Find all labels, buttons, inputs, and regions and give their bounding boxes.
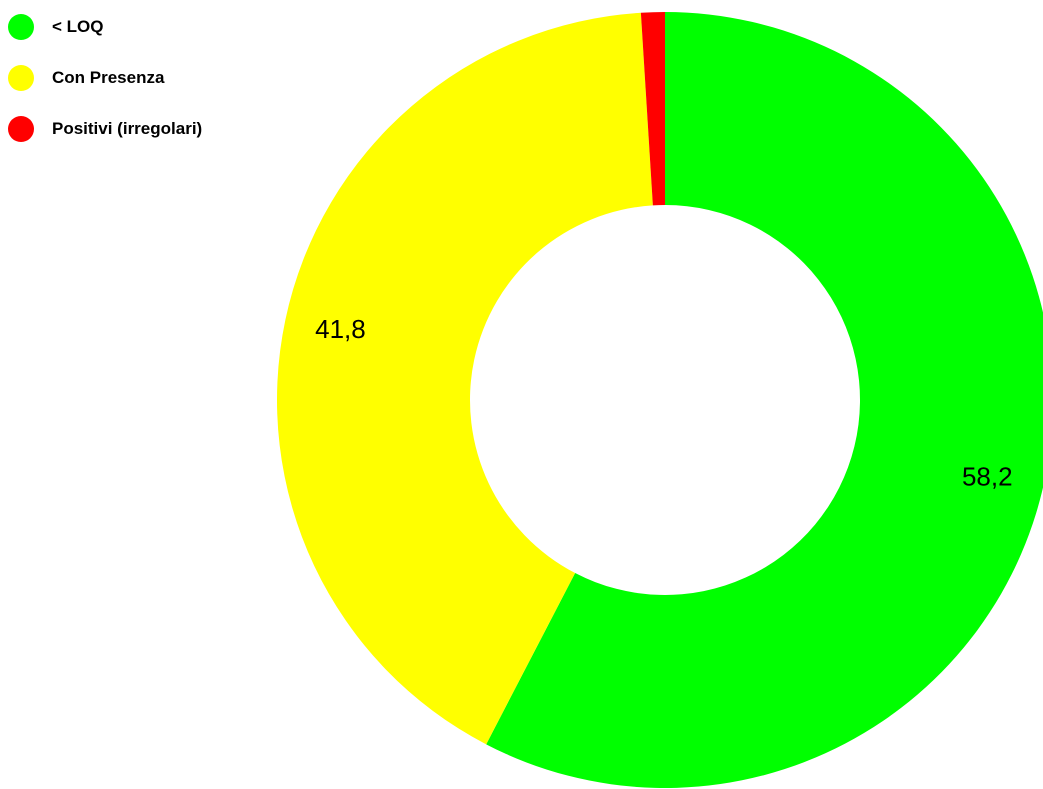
slice-label-1: 41,8 [315,314,366,344]
slice-label-0: 58,2 [962,462,1013,492]
legend-label-loq: < LOQ [52,17,104,36]
donut-slice-1 [277,12,653,745]
chart-legend: < LOQ Con Presenza Positivi (irregolari) [8,14,202,167]
legend-swatch-loq [8,14,34,40]
legend-item-positivi: Positivi (irregolari) [8,116,202,142]
legend-label-con-presenza: Con Presenza [52,68,165,87]
legend-swatch-positivi [8,116,34,142]
donut-slice-0 [486,12,1043,788]
legend-item-loq: < LOQ [8,14,202,40]
donut-slice-2 [640,12,665,206]
legend-swatch-con-presenza [8,65,34,91]
legend-label-positivi: Positivi (irregolari) [52,119,203,138]
legend-item-con-presenza: Con Presenza [8,65,202,91]
